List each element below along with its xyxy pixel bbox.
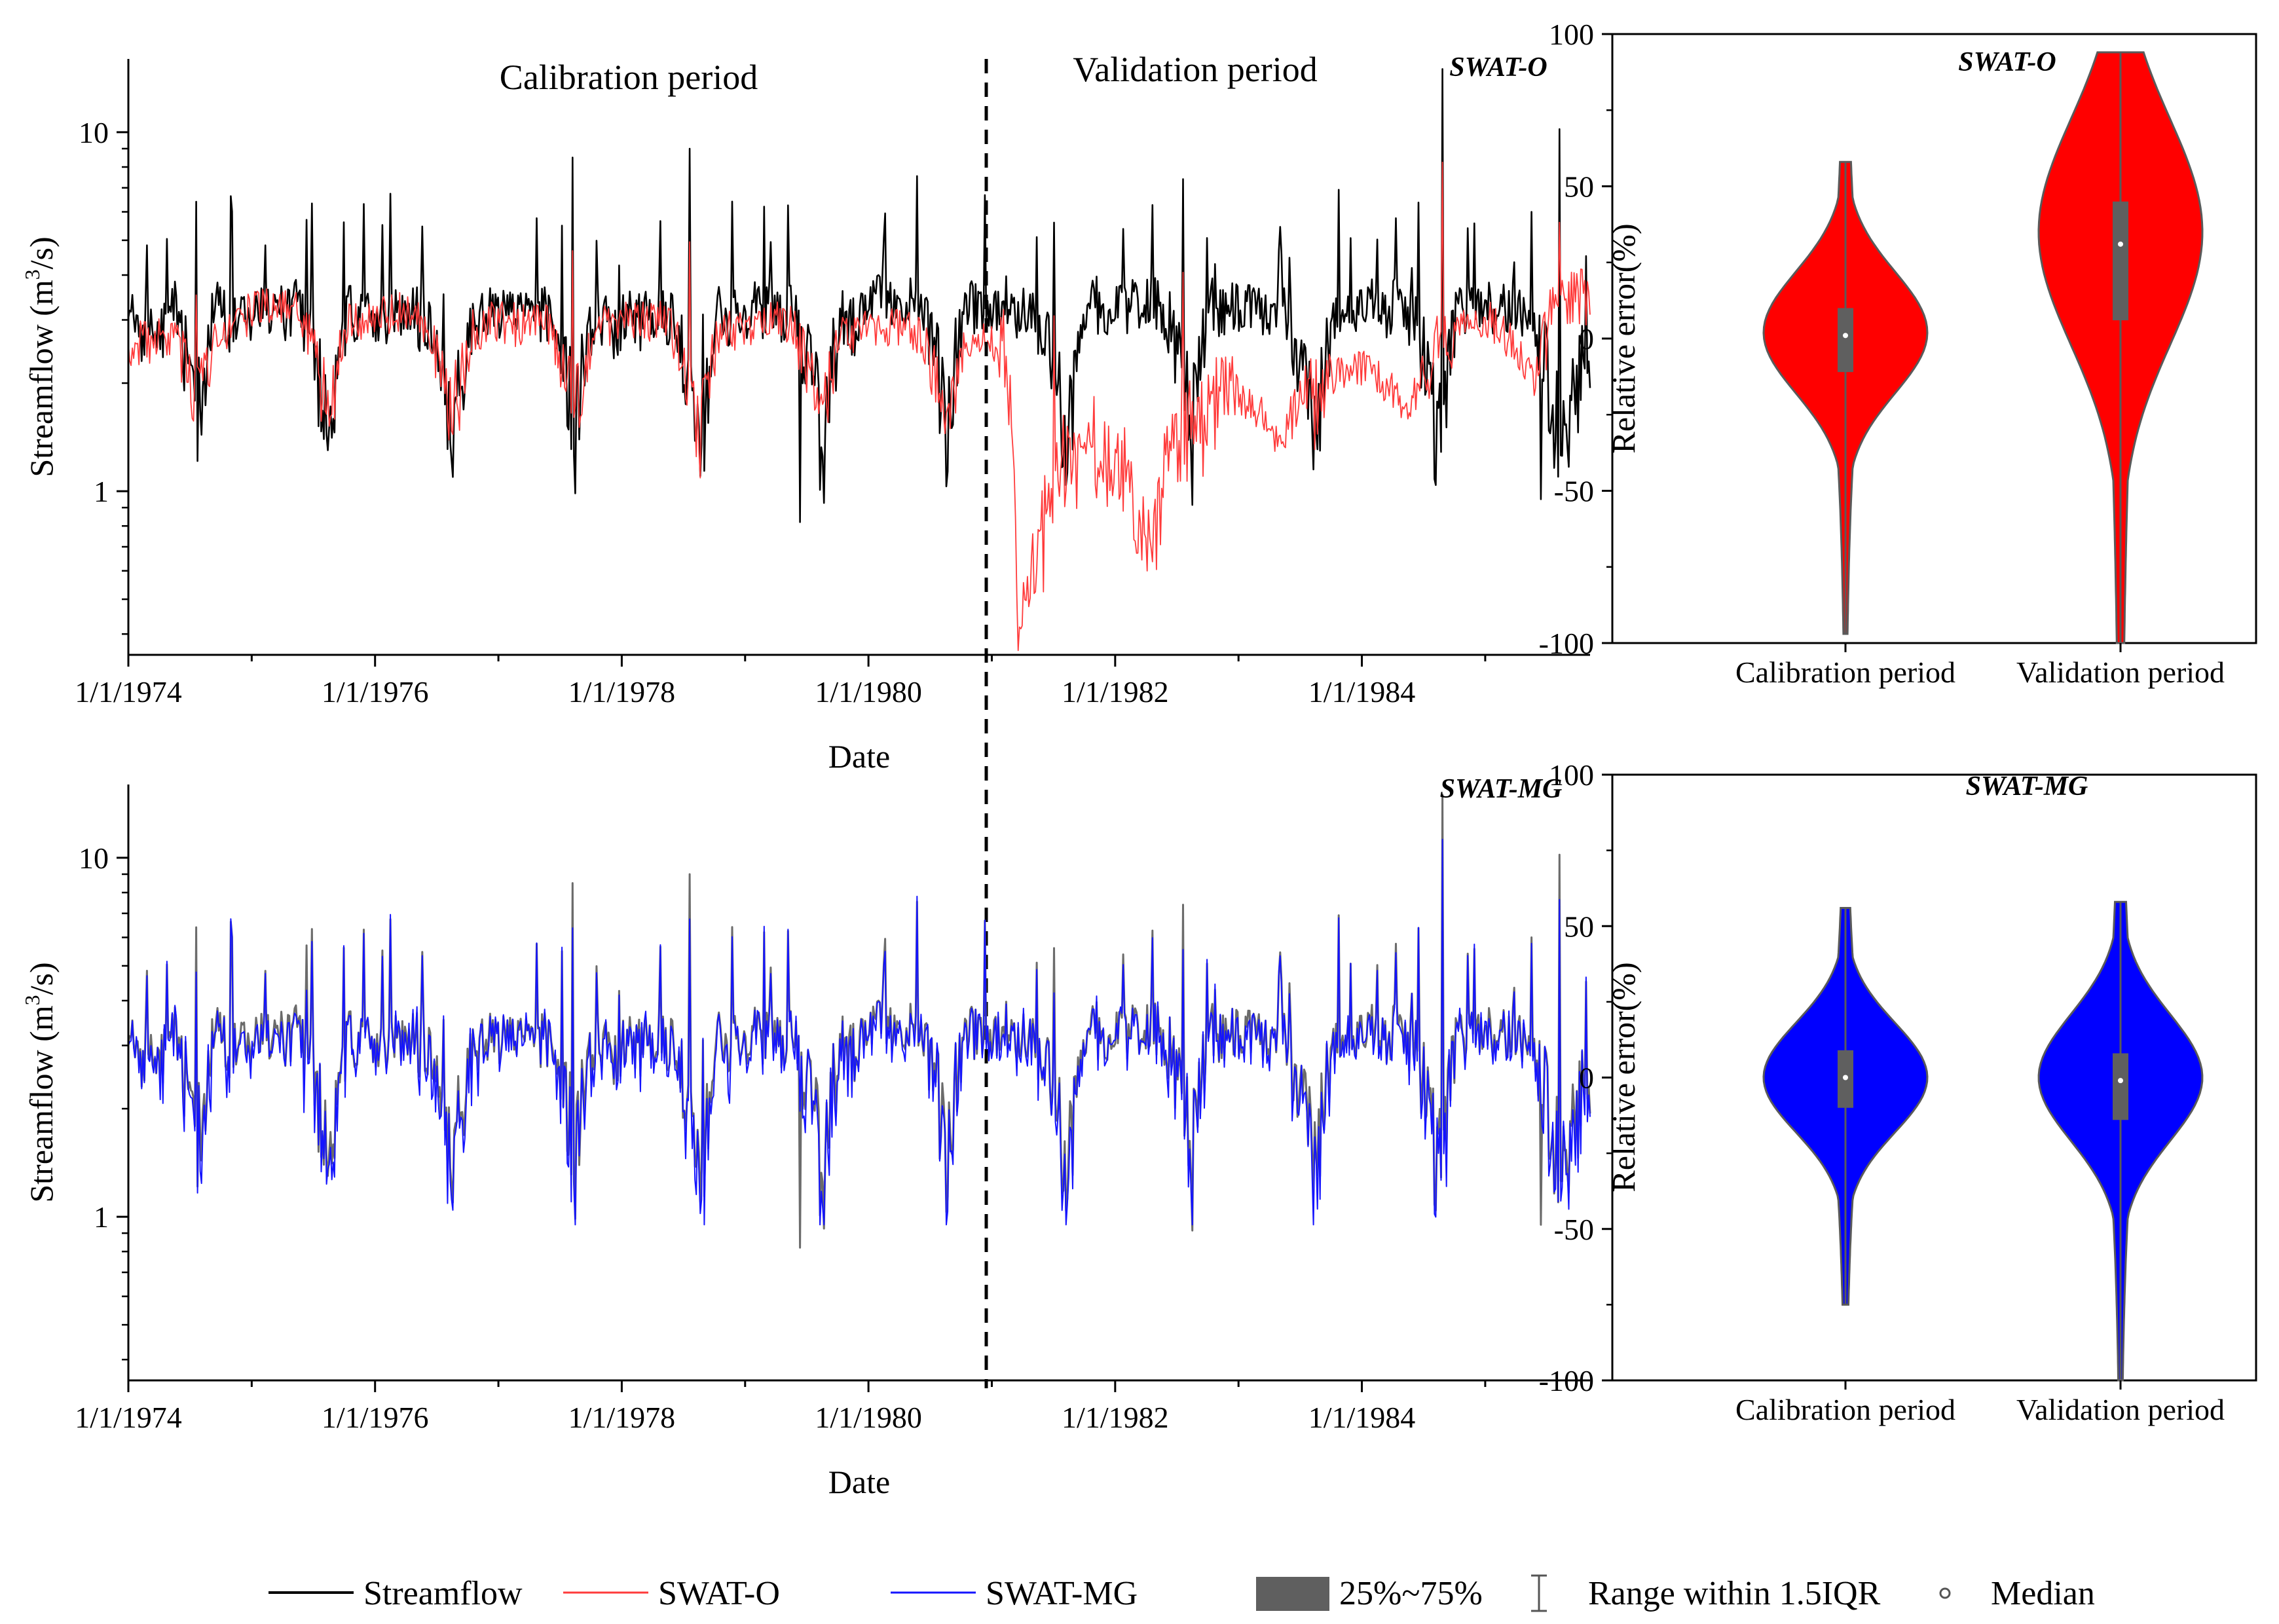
x-tick-label: 1/1/1976 (322, 675, 429, 709)
violin-category-label: Validation period (2016, 655, 2225, 689)
violin-category-label: Calibration period (1735, 1393, 1955, 1426)
legend-streamflow-label: Streamflow (363, 1575, 523, 1612)
y-tick-label: 1 (94, 1200, 109, 1234)
violin-iqr-box (1838, 308, 1853, 373)
legend-median-icon (1939, 1587, 1951, 1599)
top-ticks: 1/1/1974 1/1/1976 1/1/1978 1/1/1980 1/1/1982… (75, 116, 1487, 709)
violin-bottom-plot-area (1762, 900, 2204, 1382)
violin-iqr-box (2113, 201, 2128, 321)
calibration-period-label: Calibration period (500, 58, 758, 97)
violin-bottom-model-label: SWAT-MG (1966, 771, 2088, 802)
violin-top-ticks: Calibration period Validation period -100 -… (1539, 18, 2225, 689)
violin-category-label: Calibration period (1735, 655, 1955, 689)
violin-median-dot (1843, 1075, 1848, 1080)
swat-mg-line (128, 838, 1591, 1226)
swat-o-line (128, 161, 1591, 652)
legend-swat-o-label: SWAT-O (658, 1575, 780, 1612)
violin-y-tick-label: 0 (1579, 1061, 1594, 1095)
x-tick-label: 1/1/1974 (75, 1401, 182, 1434)
violin-bottom-y-axis-title: Relative error(%) (1605, 962, 1642, 1192)
top-y-axis-title: Streamflow (m3/s) (20, 236, 60, 477)
violin-category-label: Validation period (2016, 1393, 2225, 1426)
bottom-model-label: SWAT-MG (1440, 774, 1563, 804)
legend-whisker-label: Range within 1.5IQR (1588, 1575, 1881, 1612)
violin-y-tick-label: 50 (1564, 170, 1594, 204)
violin-y-tick-label: -50 (1554, 1213, 1594, 1246)
violin-y-tick-label: 100 (1549, 758, 1594, 792)
violin-top-model-label: SWAT-O (1958, 47, 2056, 77)
x-tick-label: 1/1/1978 (568, 1401, 676, 1434)
violin-y-tick-label: -50 (1554, 475, 1594, 508)
y-tick-label: 1 (94, 475, 109, 508)
x-tick-label: 1/1/1980 (815, 675, 922, 709)
x-tick-label: 1/1/1978 (568, 675, 676, 709)
bottom-y-axis-title: Streamflow (m3/s) (20, 962, 60, 1202)
top-model-label: SWAT-O (1449, 52, 1547, 83)
top-x-axis-title: Date (828, 738, 890, 775)
x-tick-label: 1/1/1982 (1062, 1401, 1169, 1434)
legend: Streamflow SWAT-O SWAT-MG 25%~75% Range … (269, 1574, 2095, 1612)
timeseries-top-panel: 1/1/1974 1/1/1976 1/1/1978 1/1/1980 1/1/1982… (20, 50, 1591, 1388)
legend-iqr-label: 25%~75% (1339, 1575, 1483, 1612)
streamflow-line (127, 68, 1591, 523)
legend-iqr-swatch (1256, 1577, 1329, 1611)
x-tick-label: 1/1/1982 (1062, 675, 1169, 709)
x-tick-label: 1/1/1980 (815, 1401, 922, 1434)
legend-swat-mg-label: SWAT-MG (986, 1575, 1138, 1612)
violin-y-tick-label: -100 (1539, 1364, 1594, 1397)
violin-y-tick-label: 0 (1579, 322, 1594, 356)
streamflow-line (127, 793, 1591, 1249)
bottom-ticks: 1/1/1974 1/1/1976 1/1/1978 1/1/1980 1/1/1982… (75, 841, 1487, 1434)
violin-top-panel: Calibration period Validation period -100 -… (1539, 18, 2257, 689)
timeseries-bottom-panel: 1/1/1974 1/1/1976 1/1/1978 1/1/1980 1/1/1982… (20, 774, 1591, 1500)
violin-y-tick-label: 50 (1564, 910, 1594, 943)
y-tick-label: 10 (79, 116, 109, 149)
violin-bottom-ticks: Calibration period Validation period -100 -… (1539, 758, 2225, 1426)
violin-top-plot-area (1762, 51, 2204, 644)
violin-median-dot (1843, 333, 1848, 339)
violin-top-y-axis-title: Relative error(%) (1605, 223, 1642, 453)
y-tick-label: 10 (79, 841, 109, 875)
violin-y-tick-label: -100 (1539, 627, 1594, 660)
validation-period-label: Validation period (1073, 50, 1317, 89)
x-tick-label: 1/1/1976 (322, 1401, 429, 1434)
x-tick-label: 1/1/1984 (1308, 675, 1416, 709)
violin-median-dot (2118, 241, 2123, 247)
bottom-x-axis-title: Date (828, 1464, 890, 1500)
x-tick-label: 1/1/1974 (75, 675, 182, 709)
violin-bottom-panel: Calibration period Validation period -100 -… (1539, 758, 2257, 1426)
violin-y-tick-label: 100 (1549, 18, 1594, 51)
violin-median-dot (2118, 1078, 2123, 1084)
legend-whisker-icon (1531, 1574, 1547, 1612)
x-tick-label: 1/1/1984 (1308, 1401, 1416, 1434)
violin-iqr-box (2113, 1053, 2128, 1120)
legend-median-label: Median (1991, 1575, 2095, 1612)
timeseries-bottom-plot-area (127, 793, 1591, 1249)
timeseries-top-plot-area (127, 68, 1591, 652)
